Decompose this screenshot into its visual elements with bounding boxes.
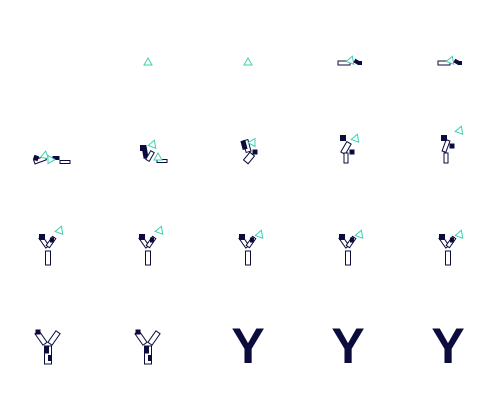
triangle <box>345 55 355 65</box>
triangle <box>153 151 163 161</box>
triangle <box>445 55 455 65</box>
triangle <box>354 229 364 239</box>
piece <box>458 61 462 65</box>
triangle <box>39 150 50 160</box>
triangle <box>350 133 360 143</box>
piece <box>343 152 349 164</box>
piece <box>45 346 49 354</box>
triangle <box>243 56 253 66</box>
piece <box>140 145 146 151</box>
piece <box>445 250 451 266</box>
piece <box>245 250 251 266</box>
triangle <box>143 56 153 66</box>
piece <box>358 61 362 65</box>
piece <box>48 355 52 361</box>
piece <box>450 237 454 243</box>
piece <box>349 149 355 155</box>
piece <box>50 237 54 243</box>
piece <box>59 160 71 164</box>
letter-y: Y <box>231 318 264 374</box>
piece <box>340 140 352 156</box>
piece <box>441 139 451 153</box>
piece <box>139 234 145 240</box>
piece <box>441 135 447 141</box>
piece <box>250 237 254 243</box>
piece <box>45 250 51 266</box>
triangle <box>154 225 164 235</box>
piece <box>145 346 149 354</box>
piece <box>147 330 161 346</box>
triangle <box>254 229 264 239</box>
piece <box>345 250 351 266</box>
piece <box>340 135 346 141</box>
triangle <box>147 139 157 149</box>
triangle <box>47 154 56 165</box>
piece <box>35 329 41 335</box>
letter-y: Y <box>331 318 364 374</box>
letter-y: Y <box>431 318 464 374</box>
triangle <box>54 225 64 235</box>
piece <box>443 152 449 164</box>
piece <box>39 234 45 240</box>
piece <box>449 143 455 149</box>
piece <box>339 234 345 240</box>
piece <box>150 237 154 243</box>
piece <box>242 151 256 165</box>
piece <box>145 149 155 163</box>
piece <box>240 140 248 150</box>
piece <box>239 234 245 240</box>
triangle <box>454 125 464 135</box>
piece <box>439 234 445 240</box>
piece <box>252 149 258 155</box>
piece <box>350 237 354 243</box>
piece <box>145 250 151 266</box>
piece <box>148 355 152 361</box>
piece <box>47 330 61 346</box>
piece <box>32 154 40 162</box>
piece <box>135 329 141 335</box>
triangle <box>247 137 256 148</box>
triangle <box>454 229 464 239</box>
